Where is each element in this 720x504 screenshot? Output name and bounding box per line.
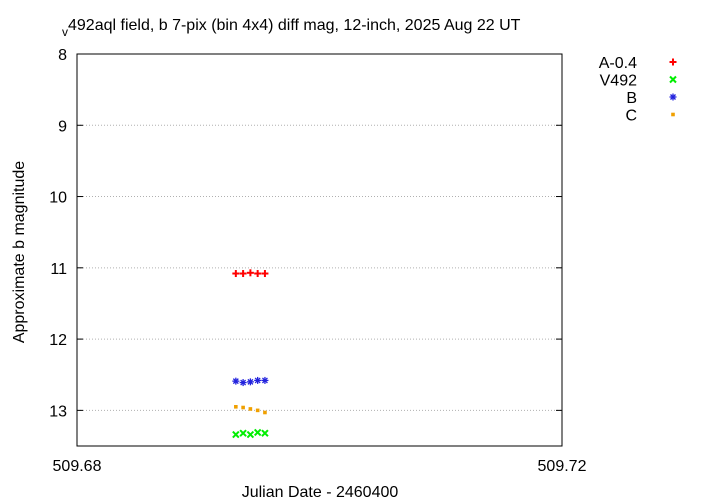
point-v492 bbox=[261, 429, 269, 437]
x-tick-label: 509.72 bbox=[538, 458, 587, 475]
point-c bbox=[255, 408, 260, 413]
plot-frame bbox=[76, 53, 563, 447]
axis-ticks: 8 9 10 11 12 13 509.68 509.72 bbox=[49, 47, 586, 475]
point-b bbox=[239, 379, 247, 387]
y-tick-label: 10 bbox=[49, 190, 67, 207]
y-tick-label: 8 bbox=[58, 47, 67, 64]
legend-marker-v492 bbox=[669, 75, 677, 84]
y-tick-label: 13 bbox=[49, 403, 67, 420]
point-c bbox=[241, 405, 245, 410]
y-tick-label: 9 bbox=[58, 118, 67, 135]
title-main: 492aql field, b 7-pix (bin 4x4) diff mag… bbox=[68, 17, 521, 34]
data-points bbox=[232, 269, 269, 439]
point-b bbox=[254, 376, 262, 384]
point-b bbox=[261, 376, 269, 384]
y-tick-label: 11 bbox=[50, 261, 67, 278]
y-axis-label: Approximate b magnitude bbox=[11, 161, 28, 343]
point-v492 bbox=[239, 429, 247, 437]
point-a-0-4 bbox=[246, 269, 254, 277]
point-c bbox=[248, 407, 253, 411]
point-v492 bbox=[246, 430, 255, 439]
legend-label-a-0-4: A-0.4 bbox=[599, 55, 637, 72]
point-a-0-4 bbox=[261, 270, 269, 278]
title-subscript: v bbox=[62, 25, 68, 39]
y-tick-label: 12 bbox=[49, 332, 67, 349]
legend-marker-a-0-4 bbox=[669, 58, 677, 66]
point-a-0-4 bbox=[254, 270, 262, 278]
point-c bbox=[234, 405, 238, 409]
x-axis-label: Julian Date - 2460400 bbox=[242, 484, 399, 501]
legend-marker-c bbox=[671, 112, 675, 117]
legend-label-v492: V492 bbox=[600, 73, 637, 90]
point-a-0-4 bbox=[239, 270, 247, 278]
grid-lines bbox=[77, 124, 562, 411]
point-v492 bbox=[253, 428, 262, 437]
legend-label-b: B bbox=[626, 90, 637, 107]
point-a-0-4 bbox=[232, 270, 240, 278]
legend-marker-b bbox=[669, 93, 677, 101]
point-c bbox=[263, 410, 267, 415]
x-tick-label: 509.68 bbox=[53, 458, 102, 475]
chart-title: v492aql field, b 7-pix (bin 4x4) diff ma… bbox=[62, 17, 521, 39]
point-b bbox=[246, 378, 254, 386]
legend-label-c: C bbox=[625, 108, 637, 125]
point-v492 bbox=[232, 430, 240, 439]
point-b bbox=[232, 377, 240, 385]
